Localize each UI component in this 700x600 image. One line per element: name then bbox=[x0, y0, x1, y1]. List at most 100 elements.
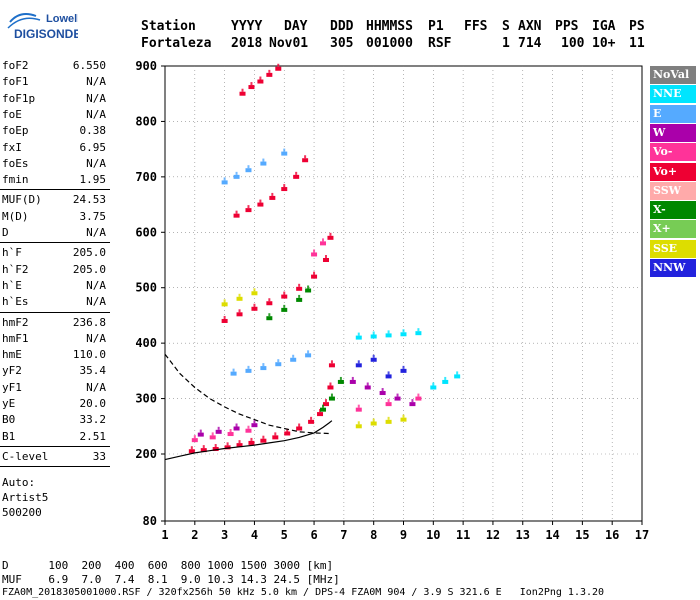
echo-point bbox=[430, 385, 437, 390]
y-tick-label: 500 bbox=[135, 281, 157, 295]
y-tick-label: 400 bbox=[135, 336, 157, 350]
echo-point bbox=[327, 385, 334, 390]
header-label: P1 bbox=[428, 19, 444, 34]
param-row: hmF2 236.8 bbox=[2, 315, 110, 331]
header-value: 305 bbox=[330, 36, 354, 51]
echo-point bbox=[227, 432, 234, 437]
echo-point bbox=[268, 298, 271, 302]
echo-point bbox=[400, 332, 407, 337]
header-value: 11 bbox=[629, 36, 645, 51]
lowell-digisonde-logo: Lowell DIGISONDE bbox=[6, 8, 81, 44]
logo-graphic: Lowell DIGISONDE bbox=[7, 13, 81, 41]
echo-point bbox=[202, 445, 205, 449]
param-value: 33.2 bbox=[79, 413, 107, 427]
y-tick-label: 80 bbox=[143, 514, 157, 528]
echo-point bbox=[245, 428, 252, 433]
echo-point bbox=[295, 171, 298, 175]
echo-point bbox=[253, 288, 256, 292]
param-value: N/A bbox=[86, 278, 106, 292]
param-row: D N/A bbox=[2, 225, 110, 241]
param-row: hmE 110.0 bbox=[2, 347, 110, 363]
echo-point bbox=[260, 161, 267, 166]
x-tick-label: 10 bbox=[426, 528, 440, 542]
echo-point bbox=[251, 291, 258, 296]
echo-point bbox=[247, 425, 250, 429]
param-row: B0 33.2 bbox=[2, 412, 110, 428]
echo-point bbox=[370, 334, 377, 339]
x-tick-label: 9 bbox=[400, 528, 407, 542]
x-tick-label: 6 bbox=[310, 528, 317, 542]
echo-point bbox=[330, 360, 333, 364]
echo-point bbox=[275, 66, 282, 71]
header-label: DDD bbox=[330, 19, 354, 34]
echo-point bbox=[283, 291, 286, 295]
echo-point bbox=[317, 412, 324, 417]
legend-item-vo: Vo- bbox=[650, 143, 696, 162]
echo-point bbox=[402, 329, 405, 333]
echo-point bbox=[248, 440, 255, 445]
header-value: 1 bbox=[502, 36, 510, 51]
echo-point bbox=[209, 435, 216, 440]
echo-point bbox=[417, 393, 420, 397]
echo-point bbox=[370, 357, 377, 362]
echo-point bbox=[387, 416, 390, 420]
header-value: 100 bbox=[561, 36, 585, 51]
y-tick-label: 600 bbox=[135, 225, 157, 239]
footer-file-info: FZA0M_2018305001000.RSF / 320fx256h 50 k… bbox=[2, 587, 605, 598]
echo-point bbox=[211, 432, 214, 436]
echo-point bbox=[304, 155, 307, 159]
echo-point bbox=[329, 232, 332, 236]
echo-point bbox=[286, 428, 289, 432]
echo-point bbox=[233, 174, 240, 179]
param-value: N/A bbox=[86, 331, 106, 345]
panel-divider bbox=[0, 311, 110, 313]
echo-point bbox=[432, 382, 435, 386]
param-name: yE bbox=[2, 397, 16, 410]
param-row: foE N/A bbox=[2, 107, 110, 123]
echo-point bbox=[313, 271, 316, 275]
echo-point bbox=[260, 366, 267, 371]
echo-point bbox=[351, 376, 354, 380]
header-label: PPS bbox=[555, 19, 579, 34]
echo-point bbox=[277, 63, 280, 67]
param-value: 1.95 bbox=[79, 173, 107, 187]
param-name: C-level bbox=[2, 449, 49, 463]
echo-point bbox=[245, 208, 252, 213]
param-value: 236.8 bbox=[72, 315, 106, 329]
echo-point bbox=[385, 333, 392, 338]
echo-point bbox=[310, 416, 313, 420]
param-value: 3.75 bbox=[79, 209, 107, 223]
param-value: N/A bbox=[86, 380, 106, 394]
param-value: 24.53 bbox=[72, 193, 106, 207]
echo-point bbox=[311, 274, 318, 279]
echo-point bbox=[355, 424, 362, 429]
echo-point bbox=[402, 365, 405, 369]
echo-point bbox=[411, 399, 414, 403]
legend-item-nnw: NNW bbox=[650, 259, 696, 277]
param-value: 6.95 bbox=[79, 140, 107, 154]
echo-point bbox=[266, 316, 273, 321]
x-tick-label: 7 bbox=[340, 528, 347, 542]
echo-point bbox=[221, 318, 228, 323]
echo-point bbox=[322, 402, 329, 407]
header-value: RSF bbox=[428, 36, 452, 51]
param-value: 205.0 bbox=[72, 246, 106, 260]
echo-point bbox=[308, 419, 315, 424]
echo-point bbox=[324, 255, 327, 258]
echo-point bbox=[298, 294, 301, 298]
echo-point bbox=[283, 148, 286, 152]
echo-point bbox=[253, 420, 256, 424]
echo-point bbox=[251, 306, 258, 311]
echo-point bbox=[355, 335, 362, 340]
echo-point bbox=[268, 69, 271, 73]
x-tick-label: 16 bbox=[605, 528, 619, 542]
param-row: B1 2.51 bbox=[2, 429, 110, 445]
param-value: 33 bbox=[92, 449, 106, 463]
echo-point bbox=[229, 429, 232, 433]
param-row: foF1p N/A bbox=[2, 91, 110, 107]
echo-point bbox=[330, 393, 333, 397]
param-row: fmin 1.95 bbox=[2, 172, 110, 188]
param-name: foE bbox=[2, 107, 22, 121]
param-row: yF2 35.4 bbox=[2, 363, 110, 379]
echo-point bbox=[259, 76, 262, 80]
